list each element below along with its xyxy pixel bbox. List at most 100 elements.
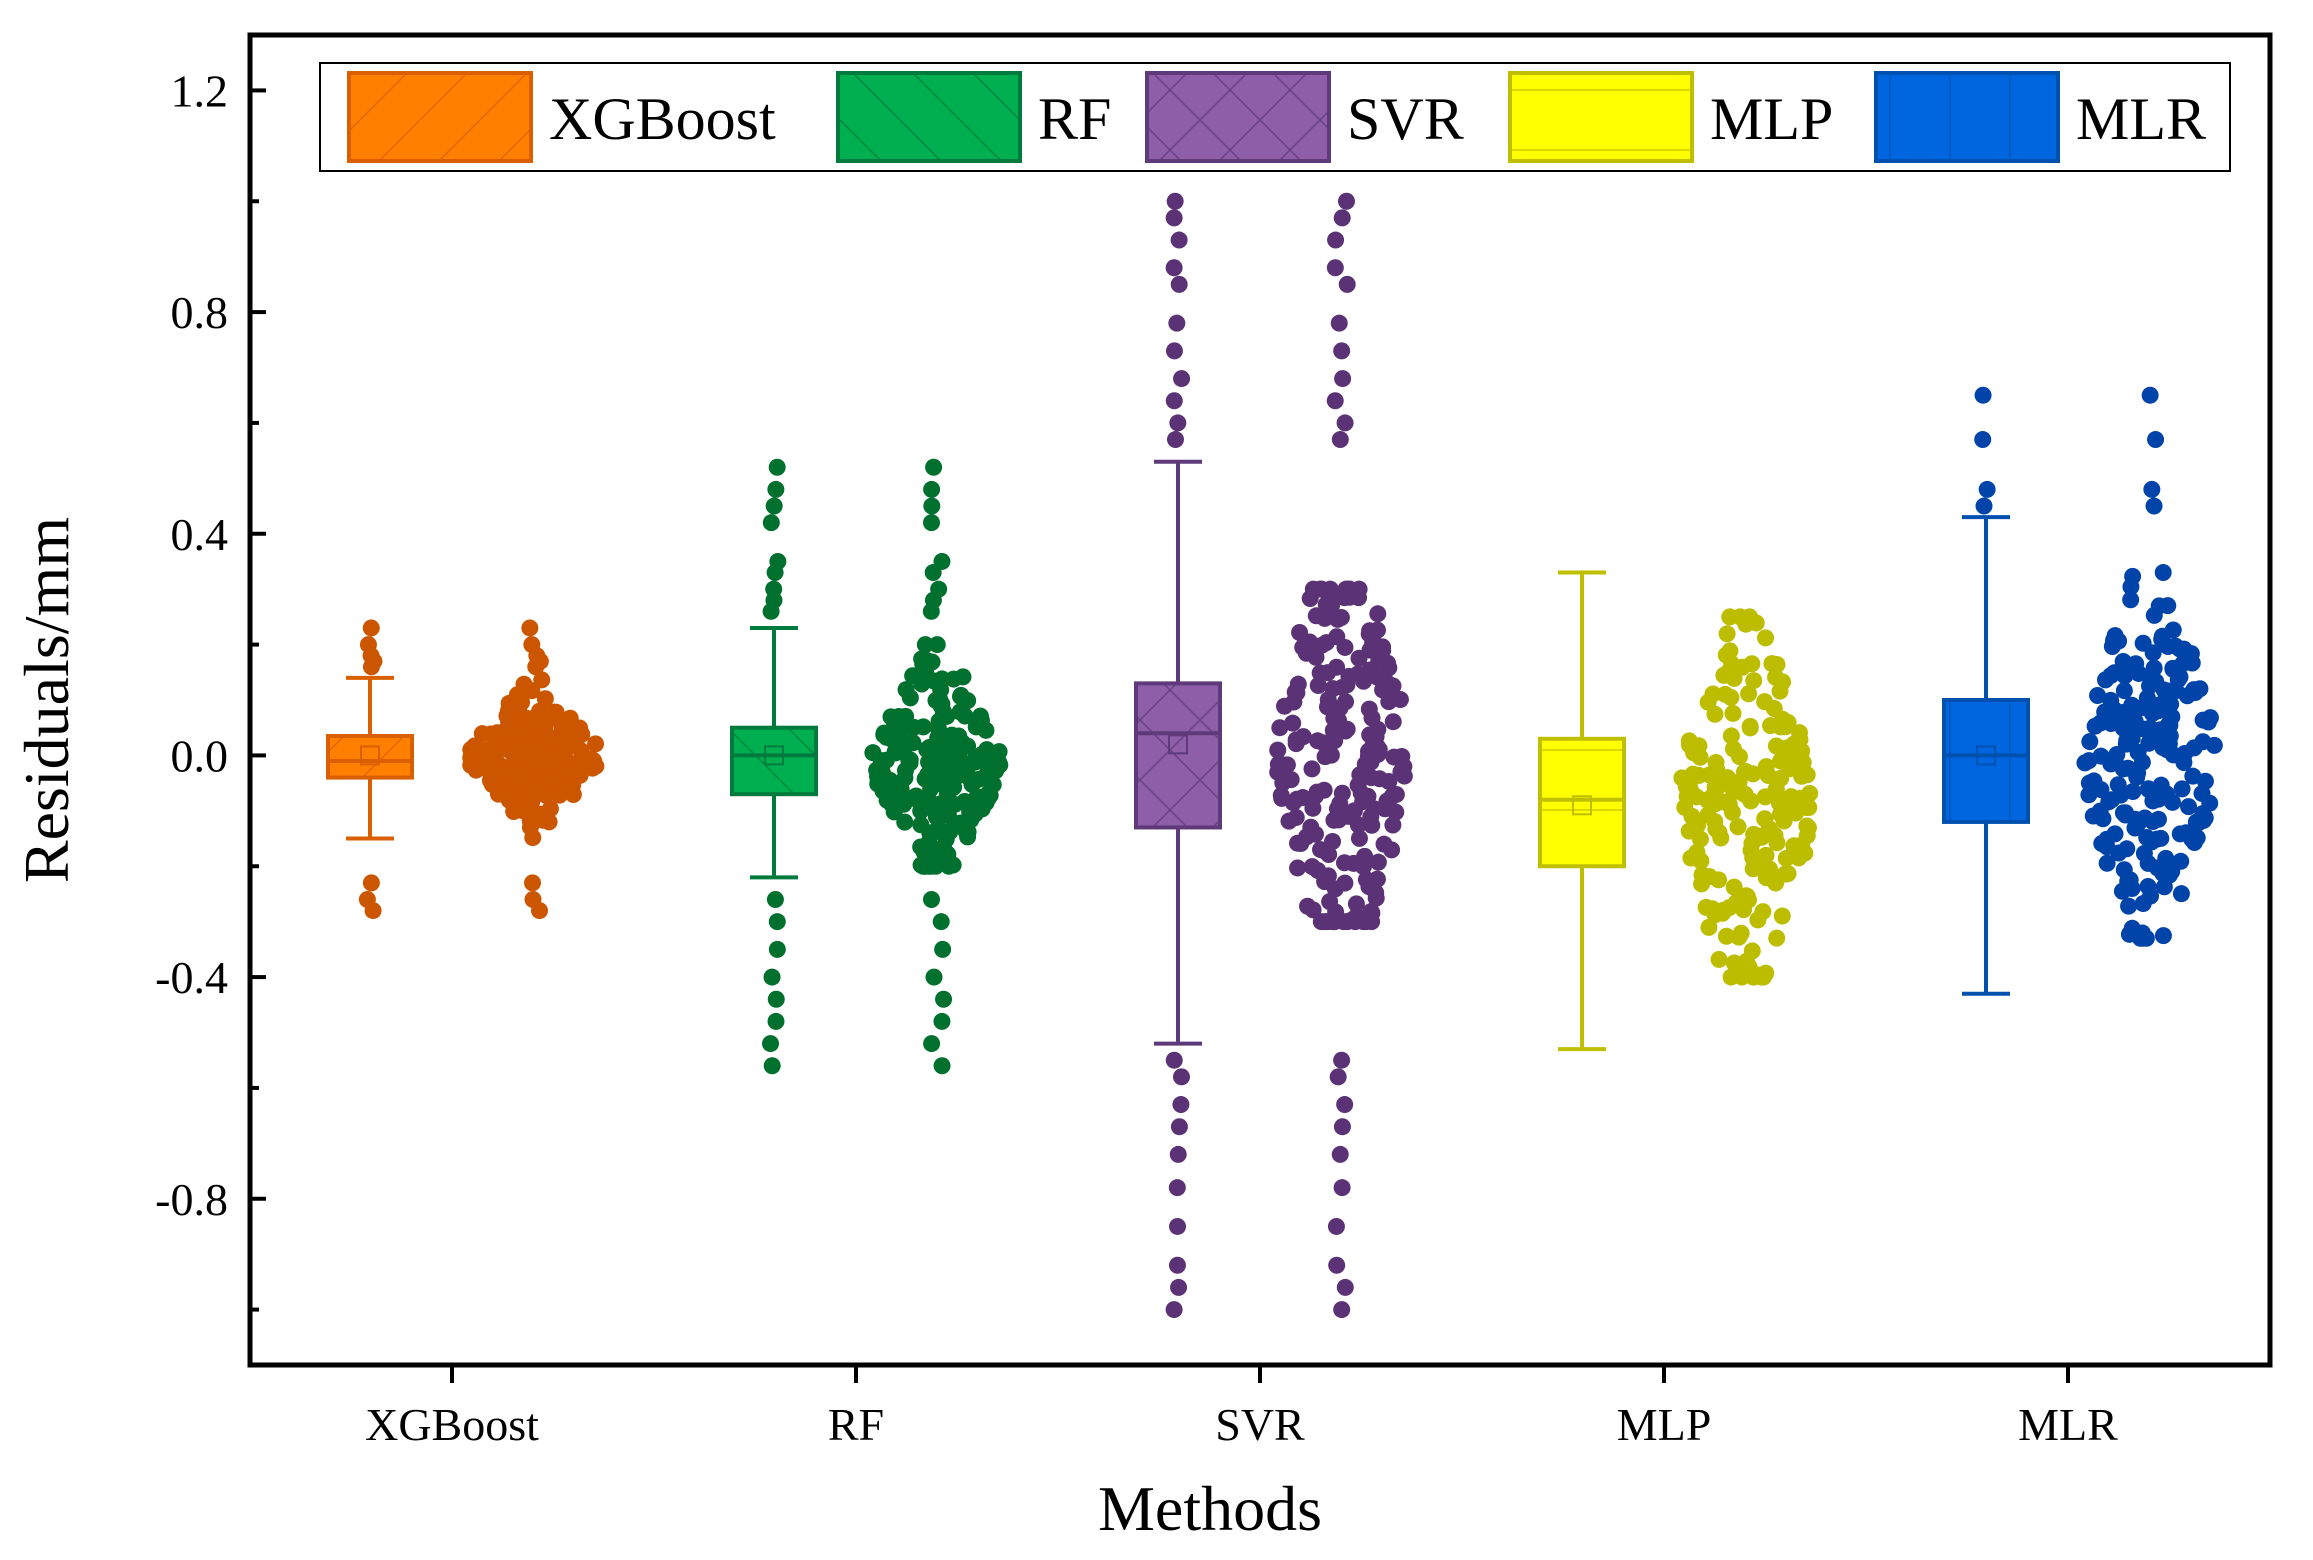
data-point <box>2118 840 2136 858</box>
y-tick-label: 1.2 <box>171 65 229 116</box>
data-point <box>544 732 562 750</box>
data-point <box>2098 838 2116 856</box>
data-point <box>2172 885 2190 903</box>
data-point <box>1689 815 1707 833</box>
data-point <box>1273 789 1291 807</box>
data-point <box>1759 766 1777 784</box>
data-point <box>913 801 931 819</box>
box <box>1538 736 1626 869</box>
data-point <box>1333 342 1351 360</box>
data-point <box>1369 745 1387 763</box>
y-tick-label: -0.8 <box>155 1174 228 1225</box>
y-axis: -0.8 -0.4 0.0 0.4 0.8 1.2 <box>155 65 266 1312</box>
data-point <box>925 968 943 986</box>
data-point <box>1735 901 1753 919</box>
data-point <box>1280 812 1298 830</box>
data-point <box>896 813 914 831</box>
data-point <box>2145 659 2163 677</box>
data-point <box>1700 868 1718 886</box>
outlier-point <box>362 874 380 892</box>
data-point <box>1304 580 1322 598</box>
legend-swatch-mlp <box>1508 71 1694 163</box>
data-point <box>1717 927 1735 945</box>
data-point <box>2201 794 2219 812</box>
data-point <box>1336 1096 1354 1114</box>
data-point <box>1329 1068 1347 1086</box>
data-point <box>892 723 910 741</box>
data-point <box>1350 829 1368 847</box>
x-tick-label: MLR <box>2018 1399 2118 1450</box>
data-point <box>1720 899 1738 917</box>
outlier-point <box>763 1057 781 1075</box>
data-point <box>2115 682 2133 700</box>
outlier-point <box>1170 231 1188 249</box>
data-point <box>1754 903 1772 921</box>
x-tick-label: RF <box>828 1399 884 1450</box>
data-point <box>963 775 981 793</box>
series-rf <box>730 458 1009 1075</box>
data-point <box>2130 664 2148 682</box>
data-point <box>1774 673 1792 691</box>
data-point <box>1704 685 1722 703</box>
plot-layer <box>326 192 2223 1319</box>
data-point <box>1721 608 1739 626</box>
data-point <box>538 708 556 726</box>
data-point <box>1730 928 1748 946</box>
data-point <box>2098 854 2116 872</box>
data-point <box>1338 275 1356 293</box>
data-point <box>2178 687 2196 705</box>
data-point <box>541 800 559 818</box>
data-point <box>564 786 582 804</box>
data-point <box>500 694 518 712</box>
data-point <box>1309 862 1327 880</box>
data-point <box>1737 615 1755 633</box>
x-tick-label: MLP <box>1617 1399 1712 1450</box>
data-point <box>1395 767 1413 785</box>
data-point <box>983 764 1001 782</box>
data-point <box>1367 884 1385 902</box>
data-point <box>1330 711 1348 729</box>
data-point <box>1391 691 1409 709</box>
data-point <box>2136 809 2154 827</box>
outlier-point <box>1166 431 1184 449</box>
data-point <box>2076 754 2094 772</box>
data-point <box>881 777 899 795</box>
data-point <box>1779 865 1797 883</box>
data-point <box>1768 656 1786 674</box>
data-point <box>920 738 938 756</box>
outlier-point <box>1165 1301 1183 1319</box>
data-point <box>1384 713 1402 731</box>
y-tick-label: 0.0 <box>171 730 229 781</box>
data-point <box>898 789 916 807</box>
data-point <box>1291 623 1309 641</box>
outlier-point <box>1975 497 1993 515</box>
data-point <box>1757 846 1775 864</box>
series-mlr <box>1942 386 2223 996</box>
data-point <box>1715 666 1733 684</box>
data-point <box>945 727 963 745</box>
data-point <box>1333 1118 1351 1136</box>
data-point <box>1328 1256 1346 1274</box>
data-point <box>567 760 585 778</box>
outlier-point <box>1165 342 1183 360</box>
outlier-point <box>1165 209 1183 227</box>
data-point <box>1682 849 1700 867</box>
data-point <box>2172 852 2190 870</box>
box <box>1942 698 2030 824</box>
outlier-point <box>1166 192 1184 210</box>
data-point <box>558 712 576 730</box>
data-point <box>923 1035 941 1053</box>
legend-label-mlp: MLP <box>1710 86 1833 152</box>
data-point <box>913 650 931 668</box>
data-point <box>935 990 953 1008</box>
data-point <box>1269 741 1287 759</box>
data-point <box>1335 913 1353 931</box>
data-point <box>930 712 948 730</box>
data-point <box>1725 954 1743 972</box>
y-tick-label: 0.4 <box>171 509 229 560</box>
data-point <box>920 753 938 771</box>
data-point <box>1298 828 1316 846</box>
data-point <box>1729 818 1747 836</box>
data-point <box>1339 807 1357 825</box>
